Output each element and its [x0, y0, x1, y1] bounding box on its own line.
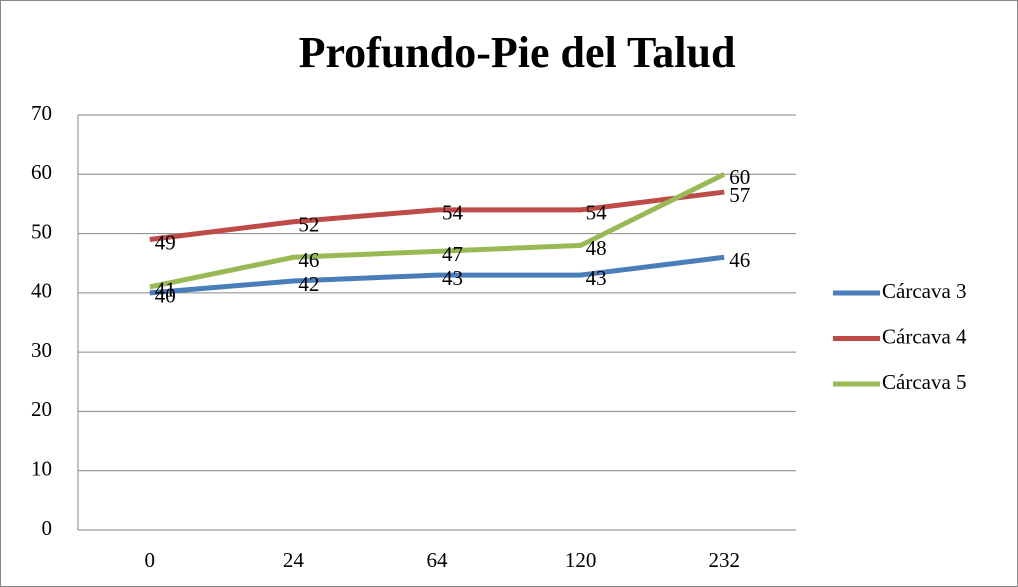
data-label: 42 — [298, 272, 319, 296]
data-label: 52 — [298, 213, 319, 237]
data-label: 43 — [442, 266, 463, 290]
y-tick-label: 30 — [31, 338, 52, 362]
data-label: 48 — [586, 236, 607, 260]
data-label: 47 — [442, 242, 463, 266]
data-label: 43 — [586, 266, 607, 290]
y-tick-label: 70 — [31, 101, 52, 125]
series-line — [149, 189, 725, 242]
series-line — [149, 254, 725, 296]
data-label: 40 — [155, 284, 176, 308]
data-label: 54 — [586, 201, 608, 225]
legend-label: Cárcava 4 — [882, 324, 967, 348]
y-tick-label: 10 — [31, 457, 52, 481]
data-label: 41 — [155, 278, 176, 302]
y-tick-label: 50 — [31, 219, 52, 243]
x-tick-label: 0 — [145, 548, 156, 572]
data-label: 60 — [729, 165, 750, 189]
y-tick-label: 60 — [31, 160, 52, 184]
data-label: 49 — [155, 230, 176, 254]
data-label: 54 — [442, 201, 464, 225]
data-label: 46 — [729, 248, 750, 272]
series-line — [149, 172, 726, 290]
legend-label: Cárcava 5 — [882, 370, 967, 394]
x-tick-label: 64 — [427, 548, 449, 572]
y-tick-label: 20 — [31, 397, 52, 421]
y-tick-label: 40 — [31, 279, 52, 303]
x-tick-label: 232 — [708, 548, 740, 572]
y-tick-label: 0 — [42, 516, 53, 540]
legend-label: Cárcava 3 — [882, 279, 967, 303]
data-label: 46 — [298, 248, 319, 272]
x-tick-label: 120 — [565, 548, 597, 572]
x-tick-label: 24 — [283, 548, 305, 572]
chart-title: Profundo-Pie del Talud — [299, 28, 736, 77]
data-label: 57 — [729, 183, 750, 207]
